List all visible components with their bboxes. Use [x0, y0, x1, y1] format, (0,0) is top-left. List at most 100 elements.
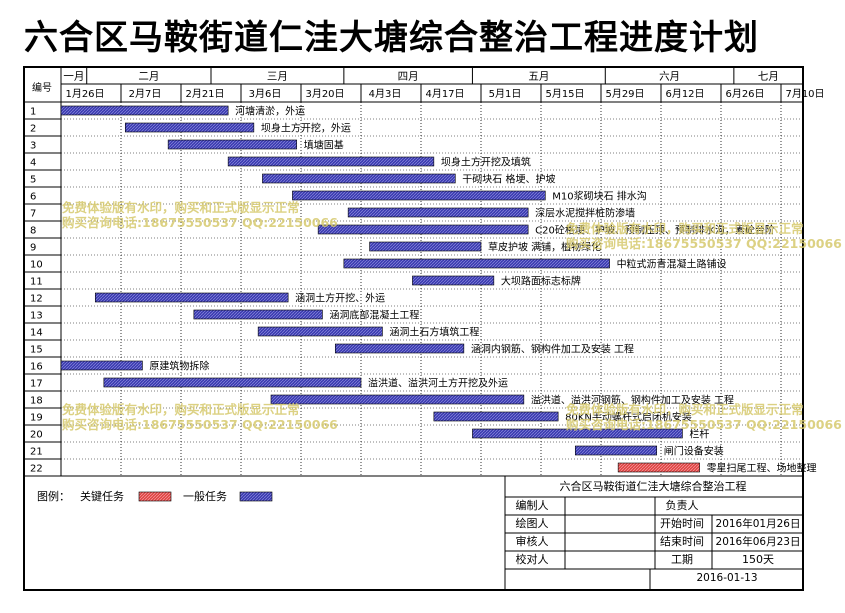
task-id: 18 [30, 396, 43, 407]
task-bar [60, 105, 229, 116]
legend-normal-label: 一般任务 [183, 490, 227, 503]
task-id: 14 [30, 328, 43, 339]
task-label: 涵洞土方开挖、外运 [295, 292, 385, 305]
month-label: 三月 [267, 71, 288, 83]
task-bar [124, 122, 255, 133]
task-label: C20砼格埂、护坡、预制压顶、预制排水沟，素砼台阶 [535, 224, 775, 237]
info-table-title: 六合区马鞍街道仁洼大塘综合整治工程 [560, 479, 747, 493]
task-bar-critical [617, 462, 700, 473]
task-label: 零星扫尾工程、场地整理 [707, 462, 817, 475]
month-label: 五月 [528, 71, 549, 83]
task-id: 9 [30, 243, 36, 254]
task-id: 6 [30, 192, 36, 203]
start-label: 开始时间 [660, 516, 704, 530]
page-title: 六合区马鞍街道仁洼大塘综合整治工程进度计划 [24, 18, 759, 58]
principal-label: 负责人 [666, 498, 699, 512]
task-label: 涵洞内钢筋、钢构件加工及安装 工程 [471, 343, 634, 356]
duration-value: 150天 [742, 553, 774, 566]
task-id: 3 [30, 141, 36, 152]
task-id: 13 [30, 311, 43, 322]
reviewer-label: 审核人 [516, 534, 549, 548]
task-bar [369, 241, 482, 252]
month-label: 六月 [659, 71, 680, 83]
task-id: 20 [30, 430, 43, 441]
legend-critical-label: 关键任务 [80, 489, 124, 503]
task-label: 闸门设备安装 [664, 445, 724, 458]
month-label: 七月 [758, 71, 779, 83]
chart-grid [23, 66, 804, 591]
task-bar [292, 190, 546, 201]
end-label: 结束时间 [660, 535, 704, 548]
task-bar [343, 258, 610, 269]
task-id: 2 [30, 124, 36, 135]
task-id: 10 [30, 260, 43, 271]
task-id: 22 [30, 464, 43, 475]
task-bar [60, 360, 143, 371]
task-label: 80KN手动螺杆式启闭机安装 [565, 411, 692, 424]
task-bar [103, 377, 362, 388]
task-label: 坝身土方开挖及填筑 [441, 156, 531, 169]
task-bar [257, 326, 383, 337]
duration-label: 工期 [671, 553, 693, 566]
task-id: 8 [30, 226, 36, 237]
header-label: 编号 [32, 81, 52, 94]
task-bar [94, 292, 289, 303]
month-label: 四月 [398, 71, 419, 83]
drafter-label: 绘图人 [516, 516, 549, 530]
task-bar [334, 343, 465, 354]
task-bar [262, 173, 456, 184]
task-bar [433, 411, 559, 422]
task-label: 干砌块石 格埂、护坡 [462, 173, 555, 186]
week-label: 2月21日 [185, 88, 224, 100]
task-label: 填塘固基 [304, 139, 344, 152]
week-label: 1月26日 [65, 88, 104, 100]
task-label: 原建筑物拆除 [149, 360, 209, 373]
chart-frame [23, 66, 804, 591]
task-id: 21 [30, 447, 43, 458]
task-bar [347, 207, 529, 218]
task-label: 大坝路面标志标牌 [501, 275, 581, 288]
task-bar [227, 156, 435, 167]
task-id: 1 [30, 107, 36, 118]
month-label: 二月 [138, 71, 159, 83]
month-labels: 一月 二月 三月 四月 五月 六月 七月 [63, 71, 779, 83]
task-id: 12 [30, 294, 43, 305]
task-id: 7 [30, 209, 36, 220]
task-label: M10浆砌块石 排水沟 [552, 190, 647, 203]
month-label: 一月 [63, 71, 84, 83]
task-bar [412, 275, 495, 286]
week-labels: 1月26日 2月7日 2月21日 3月6日 3月20日 4月3日 4月17日 5月1日 5月15… [65, 88, 824, 100]
task-id: 4 [30, 158, 36, 169]
task-label: 溢洪道、溢洪河钢筋、钢构件加工及安装 工程 [531, 394, 734, 407]
plan-date: 2016-01-13 [696, 572, 757, 584]
task-bar [317, 224, 529, 235]
task-label: 涵洞土石方填筑工程 [389, 326, 479, 339]
task-label: 坝身土方开挖，外运 [261, 122, 351, 135]
chart-header: 编号 [32, 81, 52, 94]
compiler-label: 编制人 [516, 498, 549, 512]
legend-normal-swatch [239, 491, 273, 502]
task-id: 16 [30, 362, 43, 373]
week-label: 3月6日 [249, 88, 282, 100]
week-label: 2月7日 [129, 88, 162, 100]
checker-label: 校对人 [516, 552, 549, 566]
task-bar [167, 139, 298, 150]
task-bar [472, 428, 683, 439]
task-id: 19 [30, 413, 43, 424]
task-bar [574, 445, 658, 456]
week-label: 6月12日 [665, 88, 704, 100]
task-id: 17 [30, 379, 43, 390]
bottom-section: 图例： 关键任务 一般任务 六合区马鞍街道仁洼大塘综合整治工程 编制人 负责人 … [37, 479, 800, 584]
week-label: 5月29日 [605, 88, 644, 100]
task-id: 11 [30, 277, 43, 288]
week-label: 7月10日 [785, 88, 824, 100]
task-id: 15 [30, 345, 43, 356]
legend-critical-swatch [138, 491, 172, 502]
week-label: 4月3日 [369, 88, 402, 100]
task-label: 涵洞底部混凝土工程 [329, 309, 419, 322]
task-id: 5 [30, 175, 36, 186]
week-label: 4月17日 [425, 88, 464, 100]
